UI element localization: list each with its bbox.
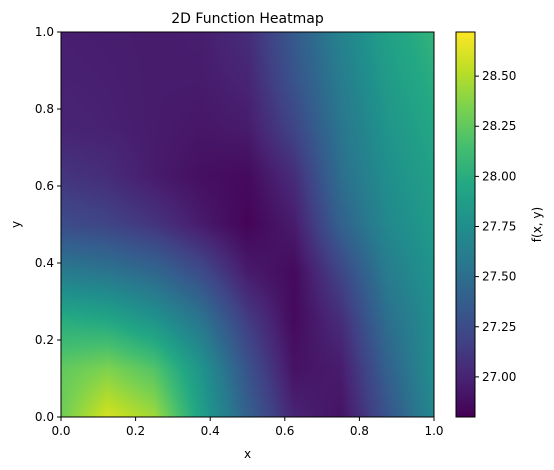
colorbar-frame [455, 31, 476, 418]
y-axis-ticks: 0.0 0.2 0.4 0.6 0.8 1.0 [35, 25, 61, 424]
x-tick-label: 1.0 [424, 424, 443, 438]
colorbar-tick-label: 27.25 [482, 320, 516, 334]
colorbar-label: f(x, y) [530, 207, 544, 242]
y-tick-label: 0.0 [35, 410, 54, 424]
y-tick-label: 0.8 [35, 102, 54, 116]
plot-frame [60, 31, 435, 418]
x-tick-label: 0.4 [201, 424, 220, 438]
y-tick-label: 1.0 [35, 25, 54, 39]
chart-title: 2D Function Heatmap [171, 11, 324, 27]
colorbar-ticks: 27.00 27.25 27.50 27.75 28.00 28.25 28.50 [475, 69, 516, 384]
y-tick-label: 0.6 [35, 179, 54, 193]
colorbar-tick-label: 27.00 [482, 370, 516, 384]
colorbar-tick-label: 27.75 [482, 220, 516, 234]
y-tick-label: 0.4 [35, 256, 54, 270]
colorbar-tick-label: 28.25 [482, 119, 516, 133]
x-axis-ticks: 0.0 0.2 0.4 0.6 0.8 1.0 [51, 417, 444, 438]
colorbar-tick-label: 28.00 [482, 169, 516, 183]
x-axis-label: x [244, 447, 251, 461]
colorbar-gradient [456, 32, 475, 417]
x-tick-label: 0.6 [275, 424, 294, 438]
x-tick-label: 0.8 [350, 424, 369, 438]
x-tick-label: 0.2 [126, 424, 145, 438]
y-axis-label: y [9, 221, 23, 228]
heatmap-image [61, 32, 434, 417]
x-tick-label: 0.0 [51, 424, 70, 438]
y-tick-label: 0.2 [35, 333, 54, 347]
colorbar-tick-label: 28.50 [482, 69, 516, 83]
colorbar-tick-label: 27.50 [482, 270, 516, 284]
